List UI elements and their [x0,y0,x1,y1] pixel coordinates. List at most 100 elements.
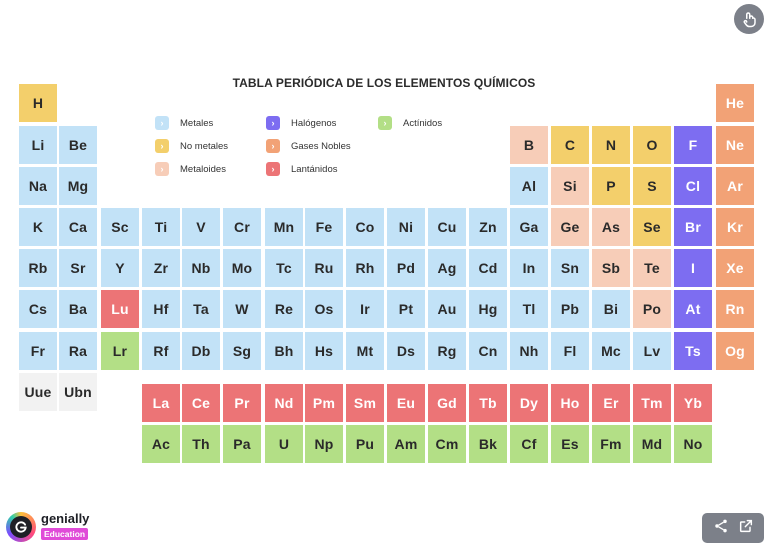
element-bi[interactable]: Bi [592,290,630,328]
element-cm[interactable]: Cm [428,425,466,463]
element-db[interactable]: Db [182,332,220,370]
element-sg[interactable]: Sg [223,332,261,370]
element-cd[interactable]: Cd [469,249,507,287]
element-lv[interactable]: Lv [633,332,671,370]
element-u[interactable]: U [265,425,303,463]
element-at[interactable]: At [674,290,712,328]
element-sc[interactable]: Sc [101,208,139,246]
element-au[interactable]: Au [428,290,466,328]
element-ds[interactable]: Ds [387,332,425,370]
legend-item-no-metales[interactable]: › No metales [155,138,228,154]
element-se[interactable]: Se [633,208,671,246]
element-sm[interactable]: Sm [346,384,384,422]
element-tb[interactable]: Tb [469,384,507,422]
element-er[interactable]: Er [592,384,630,422]
element-xe[interactable]: Xe [716,249,754,287]
element-br[interactable]: Br [674,208,712,246]
element-as[interactable]: As [592,208,630,246]
element-ge[interactable]: Ge [551,208,589,246]
legend-item-metaloides[interactable]: › Metaloides [155,161,226,177]
element-ru[interactable]: Ru [305,249,343,287]
element-ne[interactable]: Ne [716,126,754,164]
element-sr[interactable]: Sr [59,249,97,287]
element-th[interactable]: Th [182,425,220,463]
element-ubn[interactable]: Ubn [59,373,97,411]
legend-item-gases-nobles[interactable]: › Gases Nobles [266,138,351,154]
element-mt[interactable]: Mt [346,332,384,370]
element-sn[interactable]: Sn [551,249,589,287]
element-dy[interactable]: Dy [510,384,548,422]
element-nh[interactable]: Nh [510,332,548,370]
element-hs[interactable]: Hs [305,332,343,370]
element-co[interactable]: Co [346,208,384,246]
element-pa[interactable]: Pa [223,425,261,463]
element-rf[interactable]: Rf [142,332,180,370]
element-ta[interactable]: Ta [182,290,220,328]
element-bh[interactable]: Bh [265,332,303,370]
element-cl[interactable]: Cl [674,167,712,205]
element-la[interactable]: La [142,384,180,422]
element-p[interactable]: P [592,167,630,205]
element-he[interactable]: He [716,84,754,122]
element-no[interactable]: No [674,425,712,463]
element-kr[interactable]: Kr [716,208,754,246]
element-bk[interactable]: Bk [469,425,507,463]
element-pt[interactable]: Pt [387,290,425,328]
element-uue[interactable]: Uue [19,373,57,411]
element-am[interactable]: Am [387,425,425,463]
element-cs[interactable]: Cs [19,290,57,328]
legend-item-halógenos[interactable]: › Halógenos [266,115,336,131]
element-b[interactable]: B [510,126,548,164]
element-fr[interactable]: Fr [19,332,57,370]
element-pm[interactable]: Pm [305,384,343,422]
element-mg[interactable]: Mg [59,167,97,205]
element-ac[interactable]: Ac [142,425,180,463]
element-rg[interactable]: Rg [428,332,466,370]
element-cu[interactable]: Cu [428,208,466,246]
element-fl[interactable]: Fl [551,332,589,370]
element-cn[interactable]: Cn [469,332,507,370]
element-mo[interactable]: Mo [223,249,261,287]
element-os[interactable]: Os [305,290,343,328]
element-in[interactable]: In [510,249,548,287]
element-nb[interactable]: Nb [182,249,220,287]
element-es[interactable]: Es [551,425,589,463]
element-md[interactable]: Md [633,425,671,463]
element-s[interactable]: S [633,167,671,205]
element-h[interactable]: H [19,84,57,122]
element-np[interactable]: Np [305,425,343,463]
element-lu[interactable]: Lu [101,290,139,328]
element-yb[interactable]: Yb [674,384,712,422]
element-nd[interactable]: Nd [265,384,303,422]
fullscreen-button[interactable] [738,518,754,539]
element-pr[interactable]: Pr [223,384,261,422]
element-li[interactable]: Li [19,126,57,164]
element-sb[interactable]: Sb [592,249,630,287]
element-na[interactable]: Na [19,167,57,205]
element-fm[interactable]: Fm [592,425,630,463]
element-ag[interactable]: Ag [428,249,466,287]
element-i[interactable]: I [674,249,712,287]
element-te[interactable]: Te [633,249,671,287]
element-cf[interactable]: Cf [510,425,548,463]
element-eu[interactable]: Eu [387,384,425,422]
legend-item-metales[interactable]: › Metales [155,115,213,131]
interaction-button[interactable] [734,4,764,34]
element-y[interactable]: Y [101,249,139,287]
element-zr[interactable]: Zr [142,249,180,287]
element-ga[interactable]: Ga [510,208,548,246]
element-si[interactable]: Si [551,167,589,205]
element-hg[interactable]: Hg [469,290,507,328]
element-ce[interactable]: Ce [182,384,220,422]
element-rh[interactable]: Rh [346,249,384,287]
element-mc[interactable]: Mc [592,332,630,370]
element-ar[interactable]: Ar [716,167,754,205]
element-pu[interactable]: Pu [346,425,384,463]
element-re[interactable]: Re [265,290,303,328]
element-f[interactable]: F [674,126,712,164]
share-button[interactable] [713,518,729,539]
element-ir[interactable]: Ir [346,290,384,328]
element-o[interactable]: O [633,126,671,164]
element-rn[interactable]: Rn [716,290,754,328]
element-tm[interactable]: Tm [633,384,671,422]
